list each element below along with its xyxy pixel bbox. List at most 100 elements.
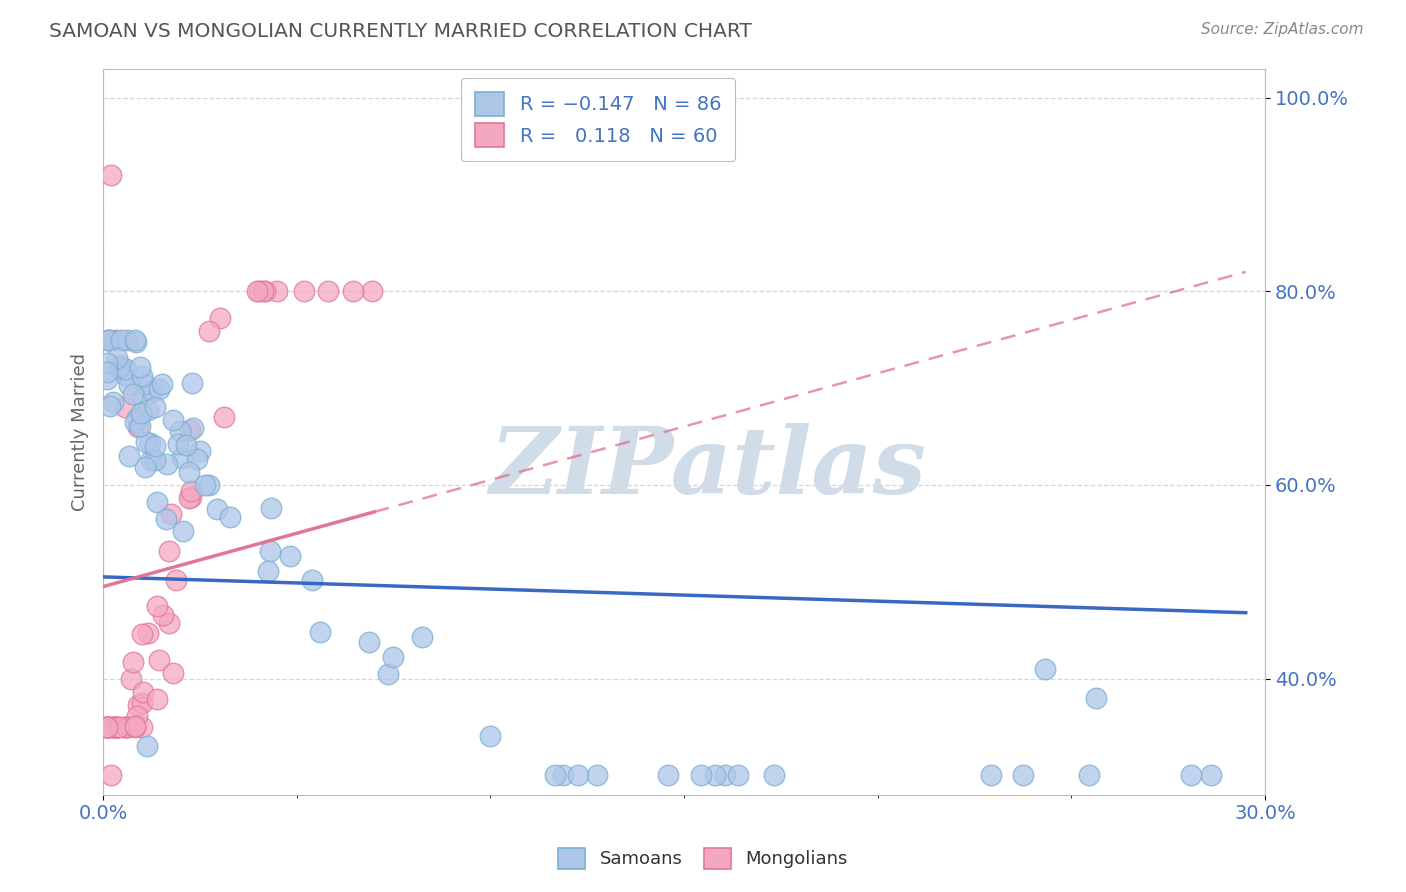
Point: [181, 421, 204, 435]
Point: [252, 284, 274, 298]
Text: ZIPatlas: ZIPatlas: [489, 423, 927, 513]
Point: [198, 324, 221, 338]
Point: [157, 544, 180, 558]
Point: [1180, 768, 1202, 782]
Point: [115, 720, 138, 734]
Point: [107, 720, 129, 734]
Point: [108, 358, 131, 372]
Point: [186, 451, 208, 466]
Point: [278, 549, 301, 563]
Point: [97, 333, 120, 347]
Point: [104, 720, 127, 734]
Point: [115, 720, 138, 734]
Point: [219, 509, 242, 524]
Point: [96, 720, 118, 734]
Point: [141, 384, 163, 399]
Point: [152, 607, 174, 622]
Point: [131, 720, 153, 734]
Point: [134, 460, 156, 475]
Point: [162, 412, 184, 426]
Point: [763, 768, 786, 782]
Point: [980, 768, 1002, 782]
Point: [180, 491, 202, 505]
Point: [257, 564, 280, 578]
Point: [197, 478, 219, 492]
Point: [1199, 768, 1222, 782]
Point: [127, 698, 149, 712]
Point: [172, 524, 194, 538]
Point: [124, 416, 146, 430]
Point: [194, 478, 217, 492]
Point: [704, 768, 727, 782]
Legend: Samoans, Mongolians: Samoans, Mongolians: [551, 840, 855, 876]
Point: [146, 495, 169, 509]
Point: [146, 599, 169, 613]
Point: [96, 720, 118, 734]
Point: [166, 437, 188, 451]
Point: [96, 365, 118, 379]
Point: [1078, 768, 1101, 782]
Point: [132, 390, 155, 404]
Point: [342, 284, 364, 298]
Point: [146, 691, 169, 706]
Point: [96, 356, 118, 370]
Point: [97, 333, 120, 347]
Point: [107, 361, 129, 376]
Point: [96, 720, 118, 734]
Point: [110, 333, 132, 347]
Point: [179, 466, 201, 480]
Point: [138, 402, 160, 417]
Point: [180, 376, 202, 390]
Point: [115, 720, 138, 734]
Point: [101, 395, 124, 409]
Point: [544, 768, 567, 782]
Point: [479, 729, 502, 743]
Point: [411, 631, 433, 645]
Point: [382, 649, 405, 664]
Point: [567, 768, 589, 782]
Point: [103, 720, 125, 734]
Point: [96, 720, 118, 734]
Point: [160, 507, 183, 521]
Point: [657, 768, 679, 782]
Point: [162, 665, 184, 680]
Point: [124, 720, 146, 734]
Point: [125, 709, 148, 723]
Point: [169, 424, 191, 438]
Point: [247, 284, 270, 298]
Point: [108, 359, 131, 374]
Point: [124, 333, 146, 347]
Point: [98, 720, 121, 734]
Point: [713, 768, 735, 782]
Point: [174, 437, 197, 451]
Point: [112, 720, 135, 734]
Point: [114, 362, 136, 376]
Point: [125, 411, 148, 425]
Point: [100, 168, 122, 182]
Point: [301, 573, 323, 587]
Point: [131, 627, 153, 641]
Point: [689, 768, 711, 782]
Point: [586, 768, 609, 782]
Point: [172, 451, 194, 466]
Point: [124, 334, 146, 349]
Point: [100, 768, 122, 782]
Point: [98, 399, 121, 413]
Point: [152, 377, 174, 392]
Point: [155, 511, 177, 525]
Point: [316, 284, 339, 298]
Point: [180, 484, 202, 499]
Point: [129, 418, 152, 433]
Point: [212, 410, 235, 425]
Point: [148, 653, 170, 667]
Point: [148, 382, 170, 396]
Point: [134, 376, 156, 391]
Point: [551, 768, 574, 782]
Point: [209, 311, 232, 326]
Point: [143, 453, 166, 467]
Point: [143, 400, 166, 414]
Point: [156, 457, 179, 471]
Point: [100, 720, 122, 734]
Point: [179, 491, 201, 505]
Point: [377, 667, 399, 681]
